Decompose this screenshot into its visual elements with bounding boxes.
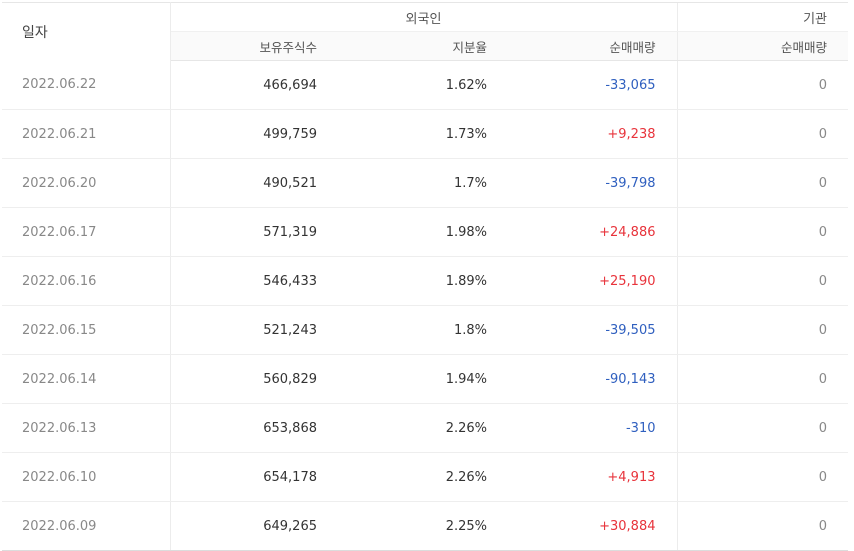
holdings-cell: 649,265	[170, 501, 338, 551]
date-cell: 2022.06.20	[2, 158, 171, 208]
holdings-cell: 521,243	[170, 305, 338, 355]
table-row: 2022.06.15 521,243 1.8% -39,505 0	[2, 305, 848, 355]
institution-net-cell: 0	[676, 109, 848, 159]
date-cell: 2022.06.13	[2, 403, 171, 453]
table-body: 2022.06.22 466,694 1.62% -33,065 0 2022.06.21…	[2, 60, 848, 551]
foreign-net-cell: -39,798	[508, 158, 677, 208]
date-cell: 2022.06.17	[2, 207, 171, 257]
foreign-net-cell: -90,143	[508, 354, 677, 404]
table-row: 2022.06.13 653,868 2.26% -310 0	[2, 403, 848, 453]
holdings-cell: 546,433	[170, 256, 338, 306]
holdings-cell: 490,521	[170, 158, 338, 208]
ratio-column-header: 지분율	[338, 31, 508, 61]
table-header: 일자 외국인 기관 보유주식수 지분율 순매매량 순매매량	[2, 2, 848, 61]
holdings-cell: 571,319	[170, 207, 338, 257]
institution-net-cell: 0	[676, 207, 848, 257]
ratio-cell: 2.26%	[338, 403, 508, 453]
foreign-net-cell: +24,886	[508, 207, 677, 257]
ratio-cell: 2.26%	[338, 452, 508, 502]
date-cell: 2022.06.14	[2, 354, 171, 404]
institution-net-cell: 0	[676, 452, 848, 502]
institution-net-cell: 0	[676, 403, 848, 453]
foreign-net-cell: +9,238	[508, 109, 677, 159]
foreign-group-header: 외국인	[170, 2, 677, 32]
ratio-cell: 1.62%	[338, 60, 508, 110]
institution-net-cell: 0	[676, 501, 848, 551]
foreign-net-cell: +4,913	[508, 452, 677, 502]
foreign-net-cell: +25,190	[508, 256, 677, 306]
institution-net-column-header: 순매매량	[676, 31, 848, 61]
date-cell: 2022.06.15	[2, 305, 171, 355]
institution-group-header: 기관	[676, 2, 848, 32]
institution-net-cell: 0	[676, 256, 848, 306]
date-cell: 2022.06.16	[2, 256, 171, 306]
foreign-net-column-header: 순매매량	[508, 31, 677, 61]
table-row: 2022.06.17 571,319 1.98% +24,886 0	[2, 207, 848, 257]
holdings-cell: 560,829	[170, 354, 338, 404]
ratio-cell: 1.89%	[338, 256, 508, 306]
holdings-cell: 499,759	[170, 109, 338, 159]
ratio-cell: 1.98%	[338, 207, 508, 257]
table-row: 2022.06.16 546,433 1.89% +25,190 0	[2, 256, 848, 306]
date-cell: 2022.06.21	[2, 109, 171, 159]
ratio-cell: 1.94%	[338, 354, 508, 404]
foreign-net-cell: -33,065	[508, 60, 677, 110]
holdings-cell: 653,868	[170, 403, 338, 453]
ratio-cell: 2.25%	[338, 501, 508, 551]
table-row: 2022.06.09 649,265 2.25% +30,884 0	[2, 501, 848, 551]
date-cell: 2022.06.22	[2, 60, 171, 110]
date-cell: 2022.06.09	[2, 501, 171, 551]
foreign-net-cell: +30,884	[508, 501, 677, 551]
date-cell: 2022.06.10	[2, 452, 171, 502]
institution-net-cell: 0	[676, 354, 848, 404]
institution-net-cell: 0	[676, 60, 848, 110]
table-row: 2022.06.10 654,178 2.26% +4,913 0	[2, 452, 848, 502]
date-column-header: 일자	[2, 2, 171, 61]
table-row: 2022.06.22 466,694 1.62% -33,065 0	[2, 60, 848, 110]
ratio-cell: 1.8%	[338, 305, 508, 355]
ratio-cell: 1.7%	[338, 158, 508, 208]
institution-net-cell: 0	[676, 158, 848, 208]
foreign-net-cell: -310	[508, 403, 677, 453]
table-row: 2022.06.21 499,759 1.73% +9,238 0	[2, 109, 848, 159]
holdings-column-header: 보유주식수	[170, 31, 338, 61]
holdings-cell: 466,694	[170, 60, 338, 110]
holdings-cell: 654,178	[170, 452, 338, 502]
ratio-cell: 1.73%	[338, 109, 508, 159]
institution-net-cell: 0	[676, 305, 848, 355]
table-row: 2022.06.20 490,521 1.7% -39,798 0	[2, 158, 848, 208]
foreign-net-cell: -39,505	[508, 305, 677, 355]
table-row: 2022.06.14 560,829 1.94% -90,143 0	[2, 354, 848, 404]
